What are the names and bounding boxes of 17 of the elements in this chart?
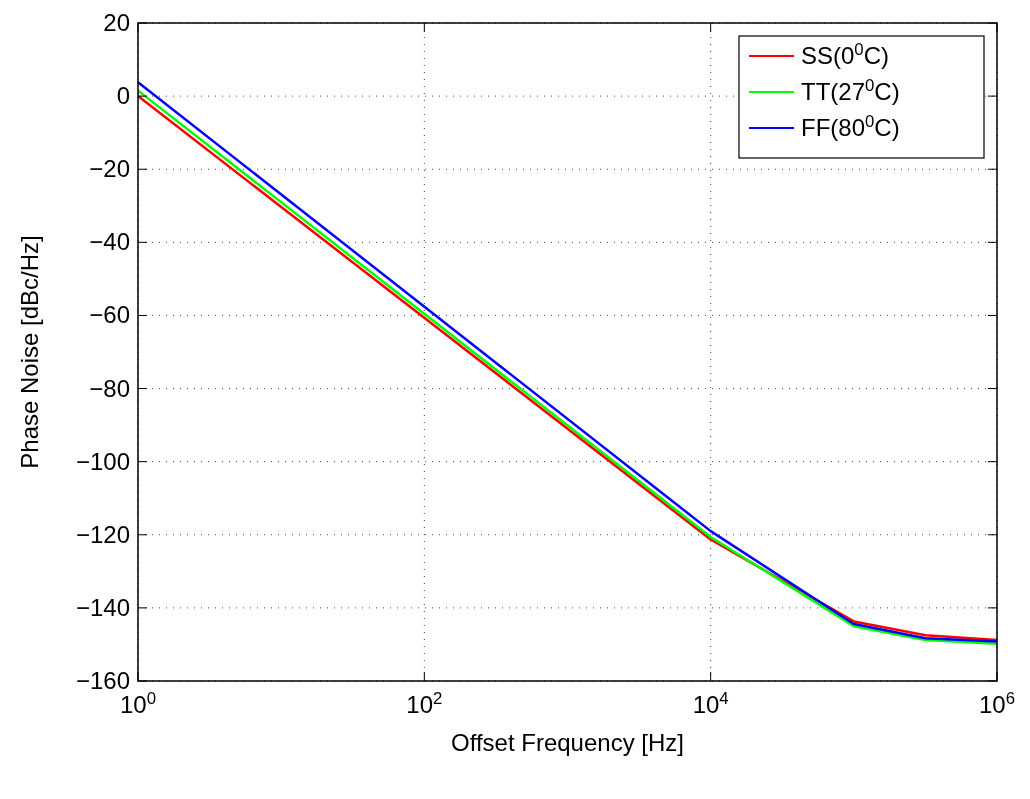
y-tick-label: −140 (75, 593, 130, 621)
y-axis-title: Phase Noise [dBc/Hz] (16, 235, 43, 469)
y-tick-label: −120 (75, 520, 130, 548)
y-tick-label: 0 (116, 82, 130, 110)
y-tick-label: −20 (89, 155, 130, 183)
x-tick-label: 10$^{6}$ (978, 688, 1016, 718)
y-tick-label: −100 (75, 447, 130, 475)
legend-label: FF(80$^{0}$C) (801, 111, 900, 141)
y-tick-label: −60 (89, 301, 130, 329)
x-tick-label: 10$^{4}$ (692, 688, 729, 718)
y-tick-label: −40 (89, 228, 130, 256)
y-tick-label: −80 (89, 374, 130, 402)
x-axis-title: Offset Frequency [Hz] (451, 729, 684, 756)
legend-label: SS(0$^{0}$C) (801, 39, 890, 69)
legend-label: TT(27$^{0}$C) (801, 75, 900, 105)
y-tick-label: 20 (103, 9, 130, 36)
x-tick-label: 10$^{2}$ (406, 688, 443, 718)
